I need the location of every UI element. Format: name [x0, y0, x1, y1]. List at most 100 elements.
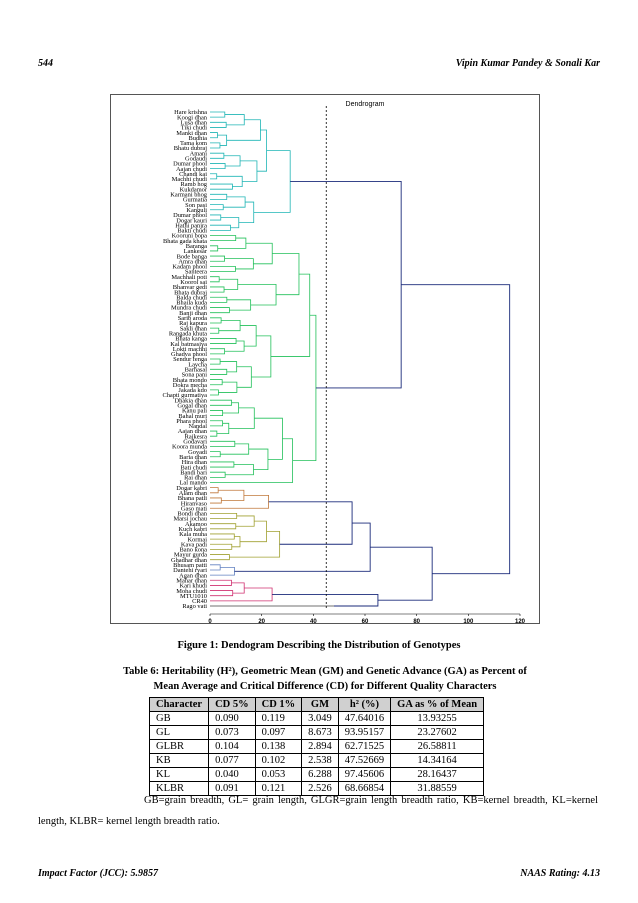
leaf-label: Mahar dhan	[176, 577, 208, 584]
leaf-label: Kooroi sai	[180, 279, 207, 286]
leaf-label: Kala muha	[179, 531, 207, 538]
dendrogram-link	[210, 379, 223, 386]
leaf-label: Agan dhan	[179, 572, 208, 579]
dendrogram-link	[220, 361, 238, 373]
leaf-label: Alam dhan	[179, 490, 208, 497]
table-cell: 0.138	[254, 739, 303, 754]
dendrogram-link	[235, 515, 255, 527]
table-header-cell: CD 5%	[208, 697, 256, 712]
page-number: 544	[38, 58, 53, 69]
leaf-label: Kukdamor	[180, 186, 208, 193]
dendrogram-link	[245, 242, 273, 265]
dendrogram-link	[224, 114, 245, 126]
leaf-label: Aajan chudi	[176, 166, 207, 173]
table-cell: KL	[148, 767, 210, 782]
leaf-label: Rai dhan	[184, 475, 208, 482]
dendrogram-link	[401, 284, 511, 575]
dendrogram-link	[210, 173, 218, 180]
leaf-label: Ghadva phool	[171, 351, 207, 358]
leaf-label: Kuch kabri	[178, 526, 207, 533]
table-cell: 0.040	[208, 767, 256, 782]
dendrogram-link	[210, 235, 237, 242]
leaf-label: Hathi panjra	[175, 222, 207, 229]
leaf-label: Rangada khuta	[169, 330, 207, 337]
leaf-label: Chandi kai	[179, 171, 207, 178]
dendrogram-link	[220, 443, 250, 455]
dendrogram-link	[210, 523, 237, 530]
leaf-label: Moha chudi	[176, 588, 207, 595]
table-cell: 47.64016	[337, 711, 392, 726]
leaf-label: Gurmatia	[183, 197, 207, 204]
table-cell: 0.073	[208, 725, 256, 740]
table-cell: 0.119	[254, 711, 303, 726]
leaf-label: Tiki chudi	[181, 125, 207, 132]
table-header-cell: GA as % of Mean	[390, 697, 485, 712]
leaf-label: MTU1010	[180, 593, 207, 600]
leaf-label: Kooruni bopa	[172, 233, 207, 240]
leaf-label: Bati chudi	[181, 464, 208, 471]
leaf-label: Lankesar	[184, 248, 208, 255]
leaf-label: Santeera	[185, 269, 207, 276]
leaf-label: Hare krishna	[174, 109, 207, 116]
leaf-label: Aajan dhan	[178, 428, 208, 435]
x-tick-label: 100	[463, 619, 474, 624]
table-cell: 28.16437	[390, 767, 485, 782]
leaf-label: Bode banga	[177, 253, 208, 260]
table-row: KLBR 0.091 0.121 2.526 68.66854 31.88559	[148, 781, 485, 796]
leaf-label: Chapti gurmatiya	[162, 392, 207, 399]
leaf-label: Sarib aroda	[178, 315, 207, 322]
dendrogram-link	[224, 340, 245, 352]
leaf-label: Dhakia dhan	[175, 397, 208, 404]
leaf-label: Bhanvar gedi	[173, 284, 207, 291]
leaf-label: Mayur gurda	[174, 552, 207, 559]
dendrogram-link	[210, 348, 226, 355]
dendrogram-link	[210, 487, 219, 494]
leaf-label: Bhatu dubraj	[174, 145, 207, 152]
impact-factor: Impact Factor (JCC): 5.9857	[38, 868, 158, 879]
leaf-label: Dogar kabri	[176, 485, 207, 492]
leaf-label: Barhasal	[185, 366, 208, 373]
leaf-label: Hira dhan	[182, 459, 208, 466]
leaf-label: Machhi chudi	[172, 176, 208, 183]
leaf-label: Koora munda	[172, 444, 207, 451]
leaf-label: Rago vati	[182, 603, 207, 610]
dendrogram-link	[210, 564, 221, 571]
dendrogram-link	[210, 338, 237, 344]
leaf-label: Dogar kauri	[176, 217, 207, 224]
table-cell: 62.71525	[337, 739, 392, 754]
leaf-label: Bano kona	[179, 547, 207, 554]
table-cell: 8.673	[301, 725, 339, 740]
dendrogram-link	[210, 461, 235, 468]
leaf-label: Baria dhan	[179, 454, 208, 461]
table-caption: Table 6: Heritability (H²), Geometric Me…	[110, 664, 540, 694]
x-tick-label: 120	[515, 619, 526, 624]
dendrogram-link	[210, 307, 230, 314]
x-tick-label: 20	[258, 619, 265, 624]
table-cell: 2.894	[301, 739, 339, 754]
dendrogram-link	[256, 129, 267, 172]
table-cell: 2.538	[301, 753, 339, 768]
table-cell: 97.45606	[337, 767, 392, 782]
dendrogram-link	[222, 402, 240, 414]
dendrogram-link	[210, 420, 223, 427]
table-header-cell: h² (%)	[337, 697, 392, 712]
leaf-label: Raj kapura	[179, 320, 207, 327]
table-header-cell: GM	[301, 697, 339, 712]
leaf-label: Amra dhan	[178, 258, 207, 265]
dendrogram-link	[210, 296, 228, 303]
x-tick-label: 80	[413, 619, 420, 624]
leaf-label: Laycha	[188, 361, 207, 368]
table-cell: 47.52669	[337, 753, 392, 768]
dendrogram-link	[219, 278, 239, 290]
leaf-label: Phara phool	[176, 418, 207, 425]
table-row: KB 0.077 0.102 2.538 47.52669 14.34164	[148, 753, 485, 768]
leaf-label: Ramb hog	[181, 181, 208, 188]
table-cell: 3.049	[301, 711, 339, 726]
dendrogram-link	[210, 276, 220, 283]
table-cell: 93.95157	[337, 725, 392, 740]
dendrogram-link	[248, 448, 269, 471]
leaf-label: Lokti machhi	[173, 346, 207, 353]
table-row: GB 0.090 0.119 3.049 47.64016 13.93255	[148, 711, 485, 726]
leaf-label: Dantehi ryari	[173, 567, 207, 574]
